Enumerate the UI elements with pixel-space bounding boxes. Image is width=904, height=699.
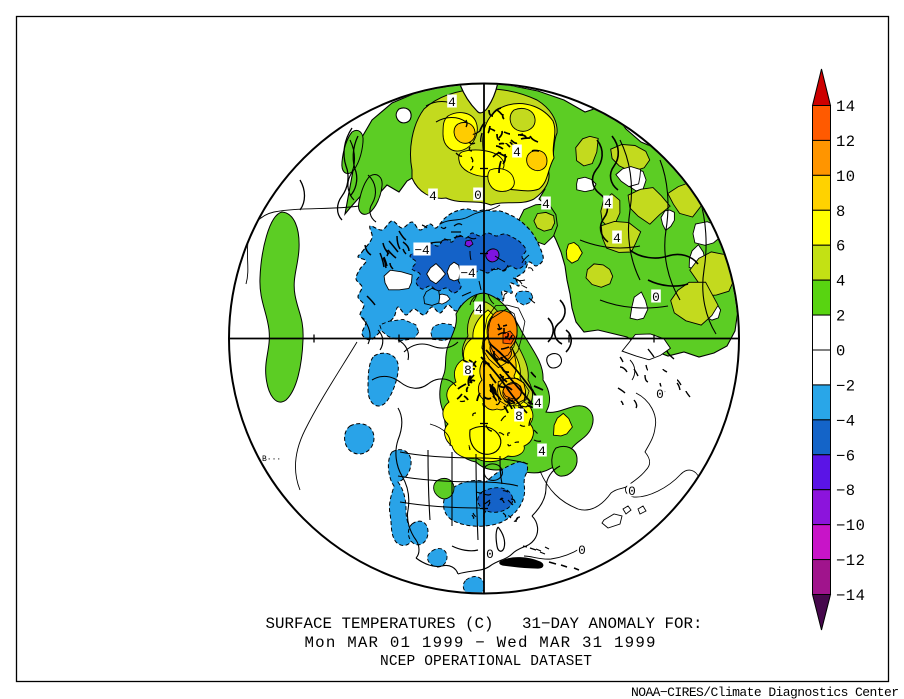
- svg-text:−4: −4: [836, 412, 856, 430]
- svg-text:8: 8: [464, 363, 472, 378]
- svg-text:B···: B···: [262, 455, 281, 464]
- svg-text:2: 2: [836, 308, 846, 326]
- svg-text:0: 0: [656, 387, 664, 402]
- svg-text:0: 0: [652, 290, 660, 305]
- svg-text:−10: −10: [836, 517, 865, 535]
- svg-text:4: 4: [429, 189, 437, 204]
- svg-text:NOAA−CIRES/Climate Diagnostics: NOAA−CIRES/Climate Diagnostics Center: [631, 685, 899, 699]
- svg-text:4: 4: [542, 197, 550, 212]
- svg-text:6: 6: [836, 238, 846, 256]
- svg-text:−4: −4: [414, 243, 430, 258]
- svg-text:4: 4: [836, 273, 846, 291]
- svg-text:4: 4: [448, 95, 456, 110]
- svg-text:−2: −2: [836, 377, 856, 395]
- svg-text:Mon MAR 01 1999 − Wed MAR 31 1: Mon MAR 01 1999 − Wed MAR 31 1999: [305, 634, 656, 652]
- svg-text:8: 8: [836, 203, 846, 221]
- svg-text:−6: −6: [836, 447, 856, 465]
- svg-text:12: 12: [836, 133, 856, 151]
- svg-text:0: 0: [836, 343, 846, 361]
- svg-text:4: 4: [475, 302, 483, 317]
- svg-text:4: 4: [613, 231, 621, 246]
- svg-text:−14: −14: [836, 587, 865, 605]
- svg-text:0: 0: [578, 543, 586, 558]
- svg-text:4: 4: [538, 444, 546, 459]
- svg-text:−12: −12: [836, 552, 865, 570]
- svg-text:−8: −8: [836, 482, 856, 500]
- svg-text:−4: −4: [460, 266, 476, 281]
- svg-text:14: 14: [836, 98, 856, 116]
- svg-text:0: 0: [474, 188, 482, 203]
- svg-text:4: 4: [534, 396, 542, 411]
- svg-text:8: 8: [515, 409, 523, 424]
- svg-text:4: 4: [513, 145, 521, 160]
- svg-text:0: 0: [486, 547, 494, 562]
- svg-text:4: 4: [604, 196, 612, 211]
- svg-text:SURFACE TEMPERATURES (C) 31−: SURFACE TEMPERATURES (C) 31−DAY ANOMALY …: [266, 615, 703, 633]
- svg-text:0: 0: [628, 484, 636, 499]
- svg-text:10: 10: [836, 168, 856, 186]
- svg-text:NCEP OPERATIONAL DATASET: NCEP OPERATIONAL DATASET: [380, 654, 592, 670]
